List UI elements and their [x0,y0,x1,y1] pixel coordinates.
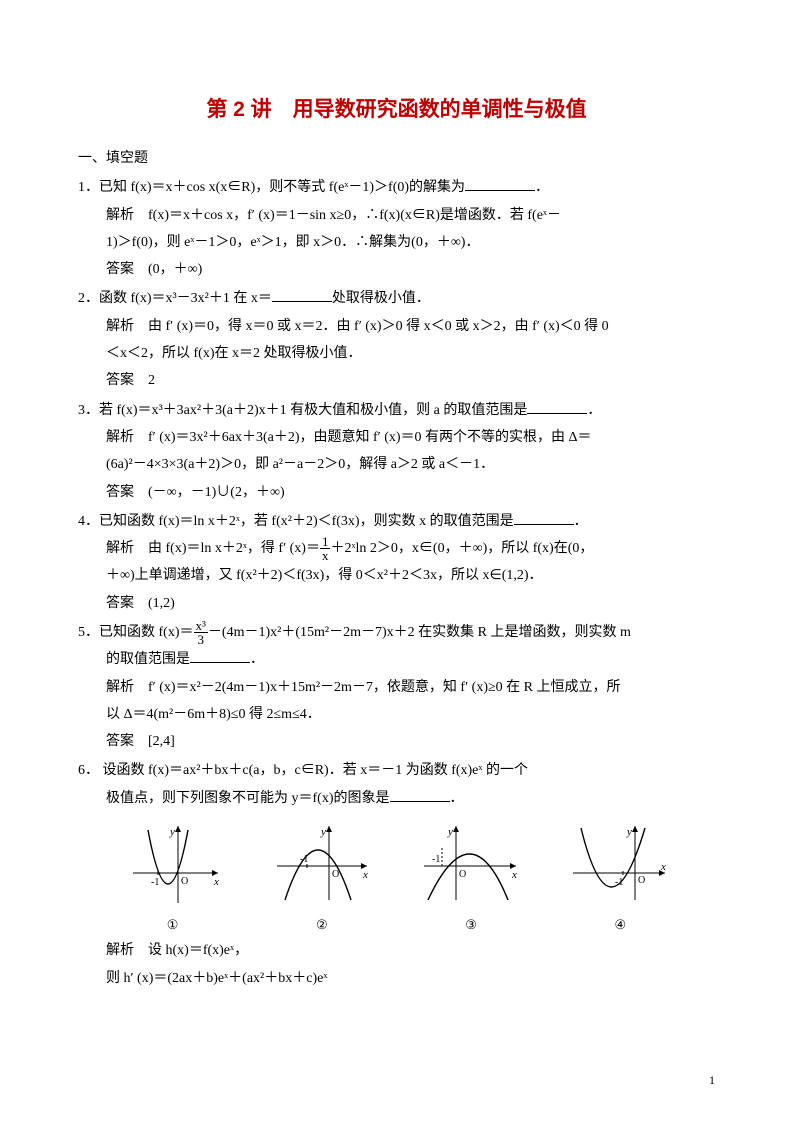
problem-text: 若 f(x)＝x³＋3ax²＋3(a＋2)x＋1 有极大值和极小值，则 a 的取… [99,403,527,418]
solution-line: 解析 由 f(x)＝ln x＋2ˣ，得 f′ (x)＝1x＋2ˣln 2＞0，x… [78,535,715,562]
solution-line: 解析 f′ (x)＝x²－2(4m－1)x＋15m²－2m－7，依题意，知 f′… [78,674,715,701]
svg-text:-1: -1 [432,854,440,865]
figure-1: y x O -1 ① [108,818,238,937]
problem-text: 的取值范围是． [78,646,715,673]
svg-text:y: y [320,826,326,838]
solution-line: 解析 f′ (x)＝3x²＋6ax＋3(a＋2)，由题意知 f′ (x)＝0 有… [78,424,715,451]
problem-num: 4． [78,514,99,529]
solution-line: 解析 f(x)＝x＋cos x，f′ (x)＝1－sin x≥0，∴f(x)(x… [78,202,715,229]
fill-blank [527,399,587,414]
answer-line: 答案 2 [78,367,715,394]
problem-num: 3． [78,403,99,418]
section-heading: 一、填空题 [78,145,715,172]
fill-blank [272,287,332,302]
problem-num: 5． [78,625,99,640]
problem-4: 4．已知函数 f(x)＝ln x＋2ˣ，若 f(x²＋2)＜f(3x)，则实数 … [78,508,715,617]
figure-2: y x O -1 ② [257,818,387,937]
answer-line: 答案 (－∞，－1)∪(2，＋∞) [78,479,715,506]
svg-text:y: y [626,826,632,838]
problem-num: 2． [78,291,99,306]
solution-line: ＋∞)上单调递增，又 f(x²＋2)＜f(3x)，得 0＜x²＋2＜3x，所以 … [78,562,715,589]
svg-text:-1: -1 [151,877,159,888]
figure-label: ④ [555,912,685,937]
answer-line: 答案 [2,4] [78,728,715,755]
figure-4: y x O -1 ④ [555,818,685,937]
solution-line: 解析 由 f′ (x)＝0，得 x＝0 或 x＝2．由 f′ (x)＞0 得 x… [78,313,715,340]
problem-2: 2．函数 f(x)＝x³－3x²＋1 在 x＝ 处取得极小值． 解析 由 f′ (… [78,285,715,394]
svg-text:O: O [459,869,466,880]
problem-text: 已知 f(x)＝x＋cos x(x∈R)，则不等式 f(eˣ－1)＞f(0)的解… [99,180,465,195]
figure-label: ① [108,912,238,937]
answer-line: 答案 (1,2) [78,590,715,617]
svg-text:x: x [660,861,666,873]
fill-blank [390,787,450,802]
figure-row: y x O -1 ① y x O [78,812,715,937]
svg-text:y: y [447,826,453,838]
problem-num: 6． [78,763,99,778]
problem-1: 1．已知 f(x)＝x＋cos x(x∈R)，则不等式 f(eˣ－1)＞f(0)… [78,174,715,283]
problem-text: 极值点，则下列图象不可能为 y＝f(x)的图象是． [78,785,715,812]
problem-text: 函数 f(x)＝x³－3x²＋1 在 x＝ [99,291,272,306]
fill-blank [465,176,535,191]
problem-6: 6． 设函数 f(x)＝ax²＋bx＋c(a，b，c∈R)．若 x＝－1 为函数… [78,757,715,992]
svg-text:O: O [181,876,188,887]
solution-line: 则 h′ (x)＝(2ax＋b)eˣ＋(ax²＋bx＋c)eˣ [78,965,715,992]
solution-line: 1)＞f(0)，则 eˣ－1＞0，eˣ＞1，即 x＞0．∴解集为(0，＋∞)． [78,229,715,256]
solution-line: (6a)²－4×3×3(a＋2)＞0，即 a²－a－2＞0，解得 a＞2 或 a… [78,451,715,478]
svg-text:x: x [362,869,368,881]
svg-text:O: O [332,869,339,880]
fraction: 1x [320,535,331,562]
figure-3: y x O -1 ③ [406,818,536,937]
svg-text:O: O [638,875,645,886]
svg-text:x: x [511,869,517,881]
fill-blank [514,510,574,525]
problem-text: 已知函数 f(x)＝ln x＋2ˣ，若 f(x²＋2)＜f(3x)，则实数 x … [99,514,514,529]
answer-line: 答案 (0，＋∞) [78,256,715,283]
problem-text: 处取得极小值． [332,291,430,306]
fraction: x³3 [194,619,208,646]
problem-5: 5．已知函数 f(x)＝x³3－(4m－1)x²＋(15m²－2m－7)x＋2 … [78,619,715,755]
svg-text:x: x [213,876,219,888]
figure-label: ③ [406,912,536,937]
figure-label: ② [257,912,387,937]
page-title: 第 2 讲 用导数研究函数的单调性与极值 [78,90,715,131]
problem-num: 1． [78,180,99,195]
solution-line: 解析 设 h(x)＝f(x)eˣ， [78,937,715,964]
page-number: 1 [709,1073,715,1088]
fill-blank [190,648,250,663]
problem-text: 设函数 f(x)＝ax²＋bx＋c(a，b，c∈R)．若 x＝－1 为函数 f(… [99,763,528,778]
svg-text:y: y [169,826,175,838]
problem-3: 3．若 f(x)＝x³＋3ax²＋3(a＋2)x＋1 有极大值和极小值，则 a … [78,397,715,506]
solution-line: 以 Δ＝4(m²－6m＋8)≤0 得 2≤m≤4． [78,701,715,728]
solution-line: ＜x＜2，所以 f(x)在 x＝2 处取得极小值． [78,340,715,367]
